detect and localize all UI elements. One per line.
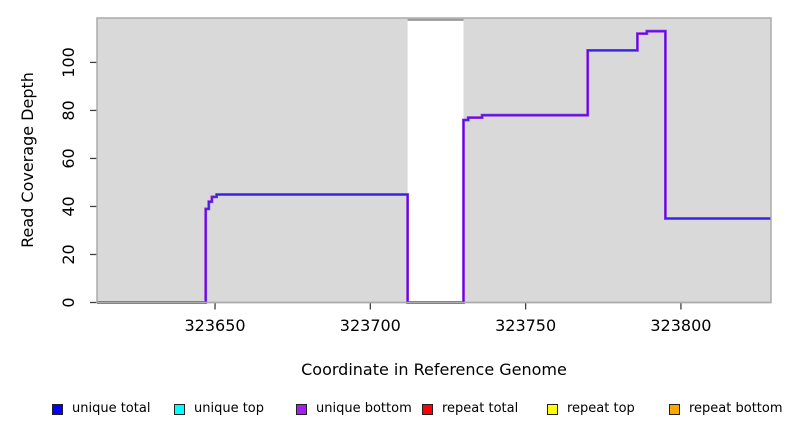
plot-frame xyxy=(96,17,772,304)
legend-item-repeat-top: repeat top xyxy=(547,398,635,420)
legend-item-repeat-bottom: repeat bottom xyxy=(669,398,783,420)
y-axis-title: Read Coverage Depth xyxy=(18,72,37,248)
legend-item-unique-bottom: unique bottom xyxy=(296,398,412,420)
y-tick-label: 40 xyxy=(59,196,78,216)
x-tick-label: 323700 xyxy=(340,316,401,335)
legend-swatch-icon xyxy=(174,403,185,415)
y-tick-label: 20 xyxy=(59,244,78,264)
legend-swatch-icon xyxy=(422,403,433,415)
legend-swatch-icon xyxy=(296,403,307,415)
masked-region xyxy=(407,19,464,303)
y-tick-label: 100 xyxy=(59,47,78,78)
legend-label: unique bottom xyxy=(316,401,412,416)
plot-area: 323650 323700 323750 323800 0 20 40 60 80 100 xyxy=(59,17,772,335)
legend-label: unique total xyxy=(72,401,151,416)
chart-legend: unique total unique top unique bottom repea… xyxy=(0,398,792,424)
x-tick-label: 323800 xyxy=(650,316,711,335)
legend-label: unique top xyxy=(194,401,265,416)
x-tick-label: 323750 xyxy=(495,316,556,335)
legend-label: repeat bottom xyxy=(689,401,783,416)
y-tick-label: 60 xyxy=(59,148,78,168)
legend-item-unique-top: unique top xyxy=(174,398,264,420)
legend-swatch-icon xyxy=(669,403,680,415)
legend-label: repeat top xyxy=(567,401,635,416)
x-axis-title: Coordinate in Reference Genome xyxy=(301,360,567,379)
legend-swatch-icon xyxy=(52,403,63,415)
legend-item-repeat-total: repeat total xyxy=(422,398,518,420)
legend-item-unique-total: unique total xyxy=(52,398,150,420)
legend-label: repeat total xyxy=(442,401,519,416)
series-line-1 xyxy=(97,30,771,304)
x-tick-label: 323650 xyxy=(184,316,245,335)
y-tick-label: 80 xyxy=(59,100,78,120)
y-tick-label: 0 xyxy=(59,297,78,307)
legend-swatch-icon xyxy=(547,403,558,415)
